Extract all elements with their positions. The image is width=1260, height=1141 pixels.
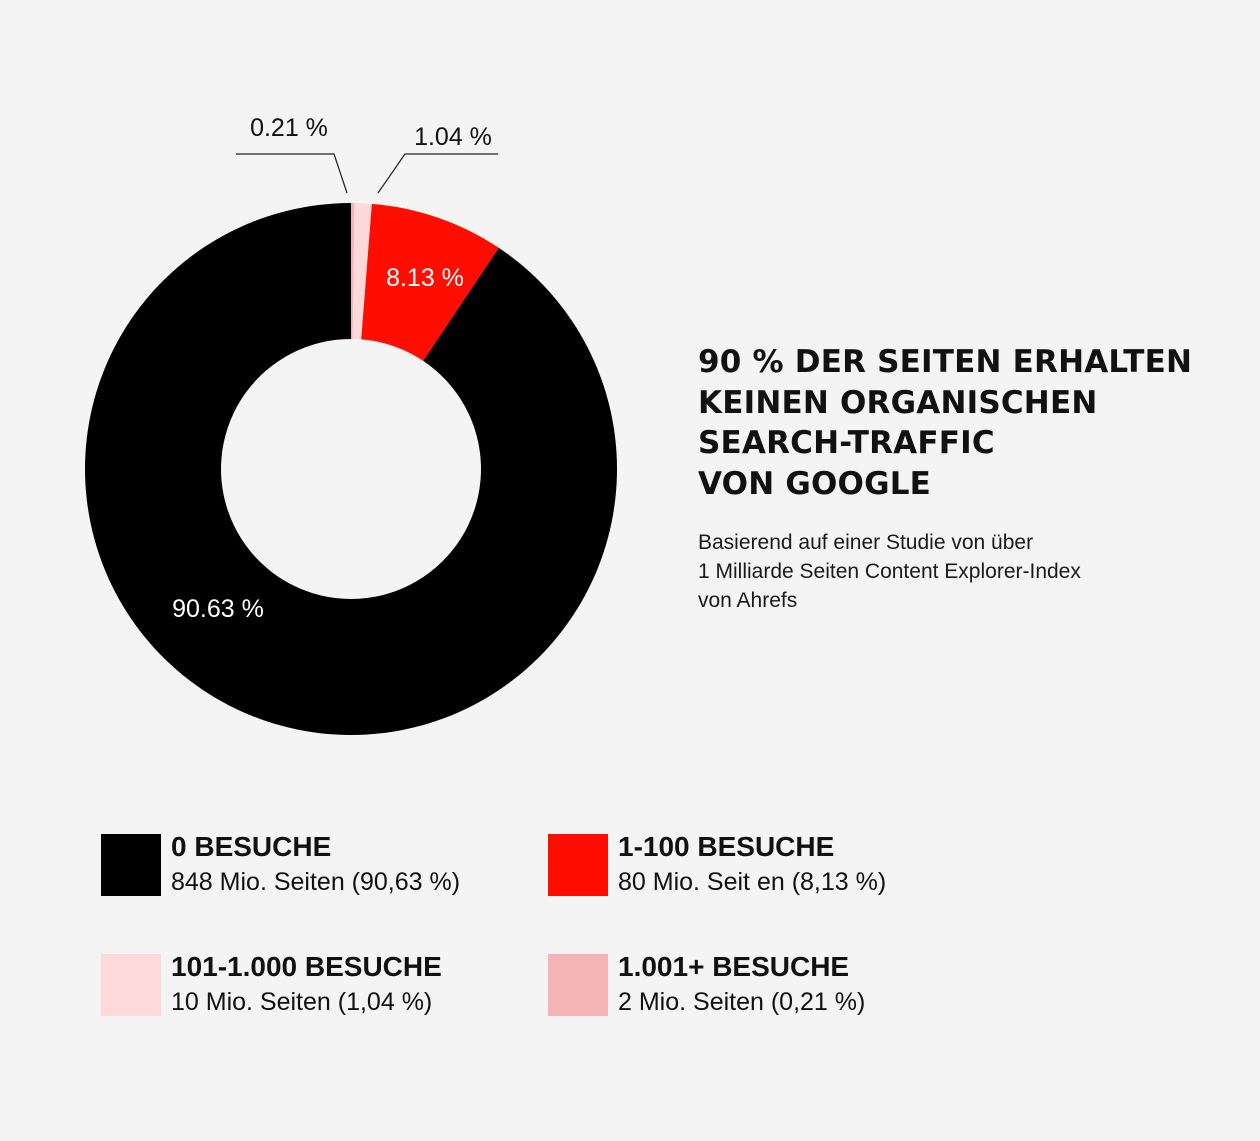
slice-labels: 8.13 % 90.63 % bbox=[172, 264, 464, 623]
legend-title: 1-100 BESUCHE bbox=[618, 831, 835, 862]
slice-value-label: 90.63 % bbox=[172, 595, 264, 623]
slice-0-besuche bbox=[85, 203, 618, 736]
legend-swatch bbox=[548, 954, 608, 1016]
legend-subtitle: 10 Mio. Seiten (1,04 %) bbox=[171, 988, 433, 1016]
legend-title: 0 BESUCHE bbox=[171, 831, 332, 862]
chart-subtitle-line: von Ahrefs bbox=[698, 589, 798, 612]
chart-subtitle-line: 1 Milliarde Seiten Content Explorer-Inde… bbox=[698, 560, 1081, 583]
legend-swatch bbox=[548, 834, 608, 896]
donut-chart: 0.21 % 1.04 % 8.13 % 90.63 % bbox=[85, 114, 618, 736]
legend-title: 1.001+ BESUCHE bbox=[618, 951, 850, 982]
legend-swatch bbox=[101, 954, 161, 1016]
chart-subtitle: Basierend auf einer Studie von über 1 Mi… bbox=[698, 528, 1218, 615]
donut-slices bbox=[85, 203, 618, 736]
chart-title-line: KEINEN ORGANISCHEN bbox=[698, 384, 1098, 421]
slice-1-001-besuche bbox=[351, 203, 355, 340]
slice-callouts: 0.21 % 1.04 % bbox=[236, 114, 498, 194]
chart-title-line: SEARCH-TRAFFIC bbox=[698, 425, 995, 461]
legend-subtitle: 2 Mio. Seiten (0,21 %) bbox=[618, 988, 866, 1016]
slice-value-label: 8.13 % bbox=[386, 264, 464, 292]
slice-value-label: 1.04 % bbox=[414, 123, 492, 151]
slice-value-label: 0.21 % bbox=[250, 114, 328, 142]
callout-leader-line bbox=[236, 153, 348, 194]
slice-1-100-besuche bbox=[361, 203, 499, 361]
chart-title: 90 % DER SEITEN ERHALTEN KEINEN ORGANISC… bbox=[698, 342, 1238, 504]
legend-swatch bbox=[101, 834, 161, 896]
legend-subtitle: 80 Mio. Seit en (8,13 %) bbox=[618, 868, 887, 896]
chart-title-line: 90 % DER SEITEN ERHALTEN bbox=[698, 344, 1193, 380]
legend-title: 101-1.000 BESUCHE bbox=[171, 951, 442, 982]
chart-subtitle-line: Basierend auf einer Studie von über bbox=[698, 531, 1034, 554]
slice-101-1-000-besuche bbox=[352, 203, 372, 340]
legend-subtitle: 848 Mio. Seiten (90,63 %) bbox=[171, 868, 461, 896]
chart-title-line: VON GOOGLE bbox=[698, 465, 932, 502]
callout-leader-line bbox=[377, 153, 498, 194]
